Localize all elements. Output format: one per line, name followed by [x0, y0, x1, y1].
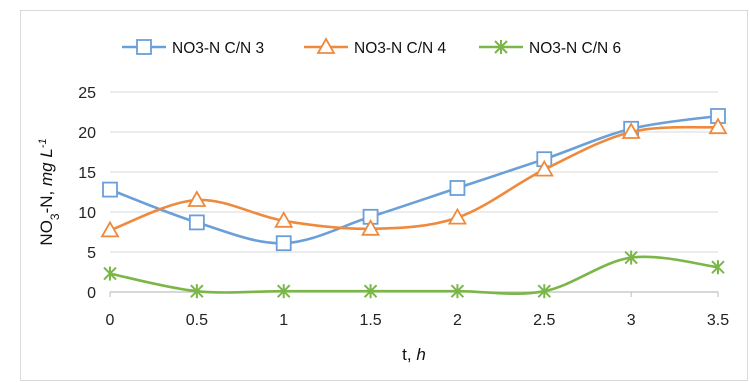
y-axis-title: NO3-N, mg L-1 [37, 138, 62, 245]
y-tick-label: 0 [87, 285, 96, 302]
data-point [361, 218, 381, 236]
y-tick-label: 25 [78, 85, 96, 102]
gridlines [110, 91, 718, 253]
x-tick-label: 1 [279, 312, 288, 329]
x-tick-label: 3.5 [707, 312, 729, 329]
legend-item-2: NO3-N C/N 4 [304, 37, 447, 57]
data-point [447, 207, 467, 225]
data-point [188, 214, 205, 231]
legend-marker [494, 40, 508, 54]
y-tick-label: 20 [78, 125, 96, 142]
data-point [711, 260, 725, 275]
data-point [100, 220, 120, 238]
x-axis-title: t, h [402, 345, 426, 364]
y-tick-label: 15 [78, 165, 96, 182]
x-tick-label: 3 [627, 312, 636, 329]
data-point [102, 181, 118, 198]
data-point [363, 284, 378, 299]
x-tick-label: 0.5 [186, 312, 208, 329]
data-point [187, 190, 207, 207]
legend-marker [136, 39, 152, 55]
data-point [103, 266, 117, 281]
data-point [450, 284, 465, 299]
axes: 0 5 10 15 20 25 0 0.5 1 1.5 2 2.5 3 3.5 [78, 85, 729, 329]
series-2 [100, 117, 728, 238]
legend-item-3: NO3-N C/N 6 [479, 40, 621, 57]
data-point [708, 117, 728, 135]
legend-marker [316, 37, 336, 54]
legend: NO3-N C/N 3 NO3-N C/N 4 NO3-N C/N 6 [122, 37, 621, 57]
x-tick-label: 2 [453, 312, 462, 329]
legend-item-1: NO3-N C/N 3 [122, 39, 264, 57]
x-tick-label: 0 [106, 312, 115, 329]
y-tick-label: 10 [78, 205, 96, 222]
series-1 [102, 108, 726, 252]
data-point [190, 284, 204, 299]
data-point [624, 250, 638, 265]
data-point [277, 284, 291, 299]
legend-label: NO3-N C/N 4 [354, 40, 447, 57]
data-point [621, 122, 641, 139]
data-point [449, 180, 466, 196]
chart-frame [20, 10, 748, 381]
data-point [275, 235, 292, 252]
legend-label: NO3-N C/N 6 [529, 40, 621, 57]
legend-label: NO3-N C/N 3 [172, 40, 264, 57]
series-line [108, 114, 720, 245]
series-lines [100, 108, 728, 299]
series-line [108, 125, 720, 232]
x-tick-label: 2.5 [533, 312, 555, 329]
data-point [537, 284, 551, 299]
data-point [274, 210, 294, 228]
series-line [108, 255, 720, 295]
series-3 [103, 250, 725, 299]
y-tick-label: 5 [87, 245, 96, 262]
data-point [534, 159, 554, 177]
x-tick-label: 1.5 [359, 312, 381, 329]
